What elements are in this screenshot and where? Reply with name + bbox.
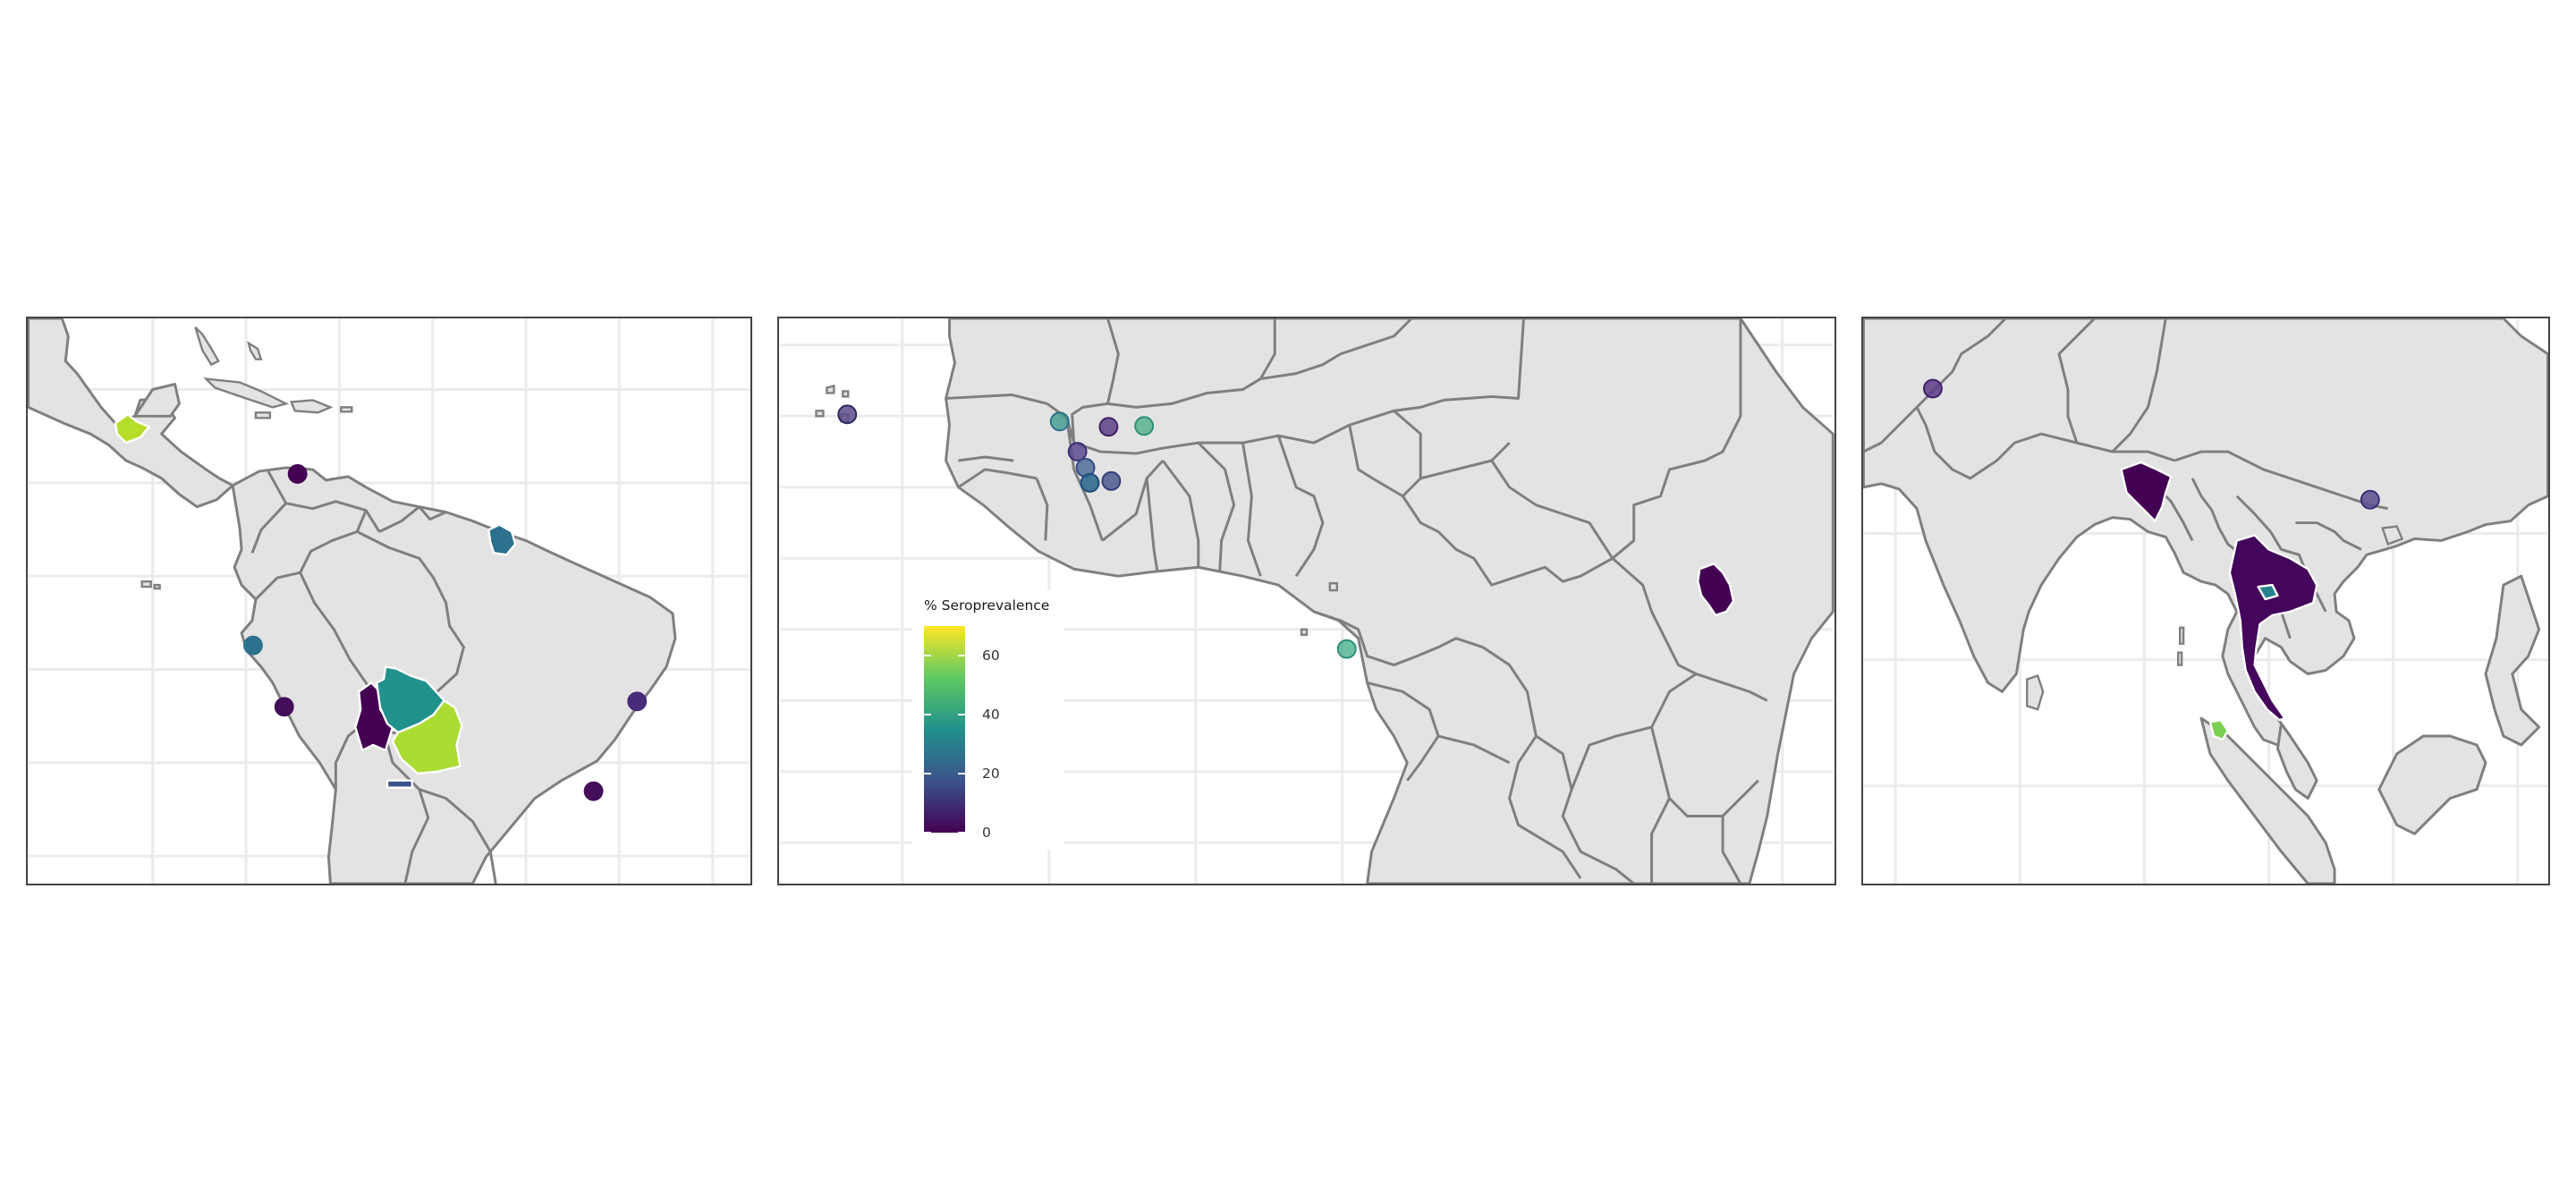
americas-map (28, 318, 750, 884)
site-southern-peru (274, 697, 294, 717)
sri-lanka (2026, 673, 2045, 711)
region-southern-mexico (114, 413, 150, 444)
site-eastern-brazil (627, 691, 648, 712)
asia-land (1863, 318, 2548, 747)
site-senegal (1049, 411, 1070, 432)
region-bangladesh (2120, 461, 2173, 522)
central-america-land (28, 318, 234, 509)
site-cote-divoire-north (1101, 470, 1122, 491)
bioko (1328, 581, 1338, 592)
legend-tick-label: 60 (982, 648, 1000, 664)
sumatra (2199, 716, 2336, 884)
site-pakistan (1923, 378, 1943, 399)
site-mali-central (1098, 417, 1119, 437)
philippines (2484, 574, 2541, 747)
borneo (2377, 734, 2487, 835)
country-borders-africa (945, 318, 1768, 884)
hispaniola (289, 399, 334, 414)
asia-map (1863, 318, 2548, 884)
region-bangkok (2257, 583, 2279, 601)
region-french-guiana (487, 523, 517, 556)
legend-tick-mark (958, 655, 965, 656)
andaman-islands (2177, 626, 2185, 666)
site-northern-peru (243, 635, 263, 656)
jamaica (254, 411, 272, 419)
legend-tick-mark (924, 832, 931, 834)
site-cape-verde (837, 404, 858, 425)
color-legend: % Seroprevalence 0 20 40 60 (912, 590, 1064, 850)
malay-peninsula (2276, 722, 2318, 800)
legend-tick-mark (958, 832, 965, 834)
legend-title: % Seroprevalence (924, 597, 1050, 614)
puerto-rico (340, 406, 353, 413)
legend-tick-label: 40 (982, 707, 1000, 723)
legend-tick-mark (958, 773, 965, 775)
site-guinea (1080, 472, 1100, 493)
region-uganda (1697, 563, 1735, 617)
sao-tome (1300, 628, 1309, 636)
site-gabon (1336, 639, 1357, 659)
site-southeast-brazil (583, 781, 604, 801)
site-northern-vietnam (2360, 489, 2380, 510)
legend-tick-label: 0 (982, 825, 991, 841)
map-panel-asia (1861, 317, 2550, 885)
africa-land (945, 318, 1835, 884)
yucatan-land (133, 383, 181, 418)
site-northern-colombia (287, 463, 308, 484)
region-eastern-bolivia (391, 699, 463, 775)
region-thailand (2228, 534, 2318, 722)
map-panel-americas (26, 317, 752, 885)
legend-tick-label: 20 (982, 766, 1000, 782)
bahamas (247, 341, 263, 360)
legend-tick-mark (924, 773, 931, 775)
cuba (203, 377, 290, 409)
africa-map (780, 318, 1835, 884)
legend-tick-mark (924, 714, 931, 715)
florida-keys (194, 326, 220, 367)
legend-colorbar (924, 626, 965, 833)
hainan (2381, 525, 2404, 546)
legend-tick-mark (958, 714, 965, 715)
site-mali-west (1067, 442, 1088, 461)
legend-tick-mark (924, 655, 931, 656)
galapagos (140, 580, 161, 590)
site-burkina-faso (1134, 416, 1155, 436)
region-northern-sumatra (2208, 718, 2230, 741)
region-northern-argentina (386, 779, 414, 789)
